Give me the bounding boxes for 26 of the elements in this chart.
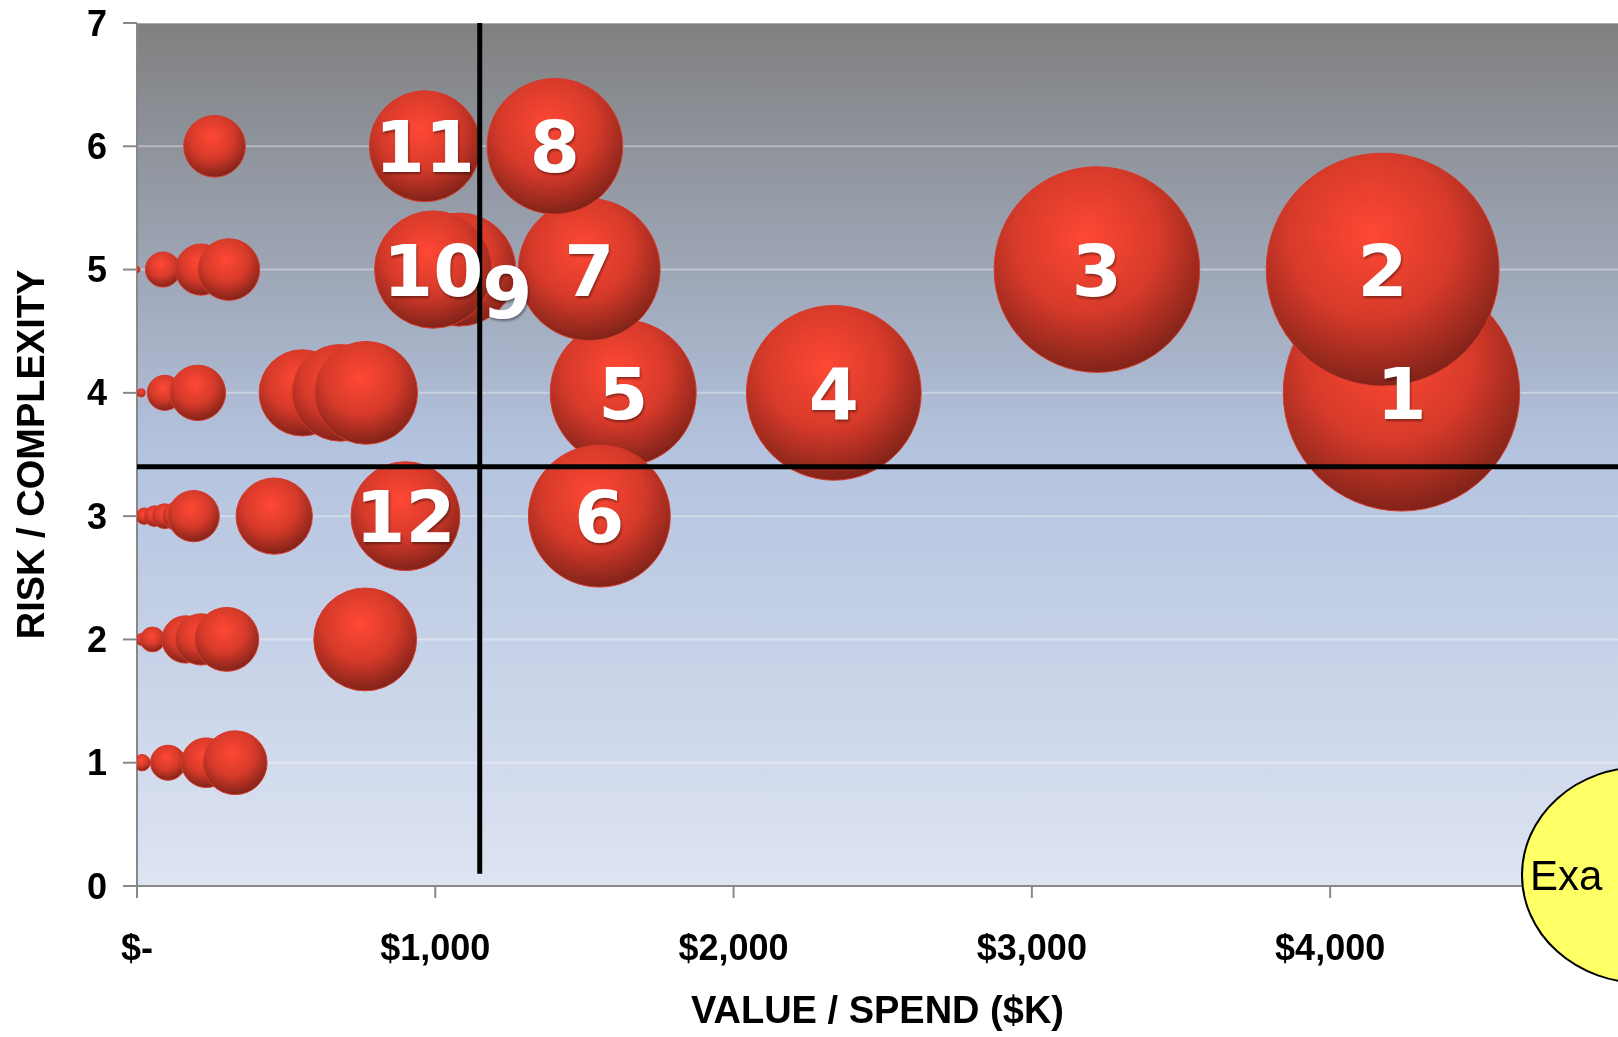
y-tick-label: 6 (86, 125, 108, 167)
y-tick-label: 7 (86, 2, 108, 44)
x-tick-label: $2,000 (678, 927, 789, 968)
y-tick-label: 5 (86, 249, 108, 291)
y-tick-label: 0 (86, 865, 108, 907)
annotation: 6 (574, 475, 625, 560)
annotation: 8 (529, 105, 580, 190)
annotation: 7 (564, 228, 615, 313)
x-tick-label: $4,000 (1275, 927, 1386, 968)
y-tick-label: 3 (86, 495, 108, 537)
annotation: 11 (374, 105, 475, 190)
y-axis-title: RISK / COMPLEXITY (10, 269, 52, 640)
x-tick-label: $1,000 (380, 927, 491, 968)
x-axis-title: VALUE / SPEND ($K) (690, 989, 1065, 1031)
x-tick-label: $3,000 (976, 927, 1087, 968)
y-tick-label: 1 (86, 742, 108, 784)
annotation: 2 (1357, 228, 1408, 313)
annotation: 5 (598, 351, 649, 436)
annotation: 4 (808, 351, 859, 436)
y-tick-label: 2 (86, 619, 108, 661)
annotation: 1 (1376, 351, 1427, 436)
y-tick-label: 4 (86, 372, 108, 414)
annotation: Exa (1530, 851, 1604, 899)
annotation: 3 (1071, 228, 1122, 313)
x-tick-label: $- (120, 927, 154, 968)
annotation: 12 (355, 475, 456, 560)
